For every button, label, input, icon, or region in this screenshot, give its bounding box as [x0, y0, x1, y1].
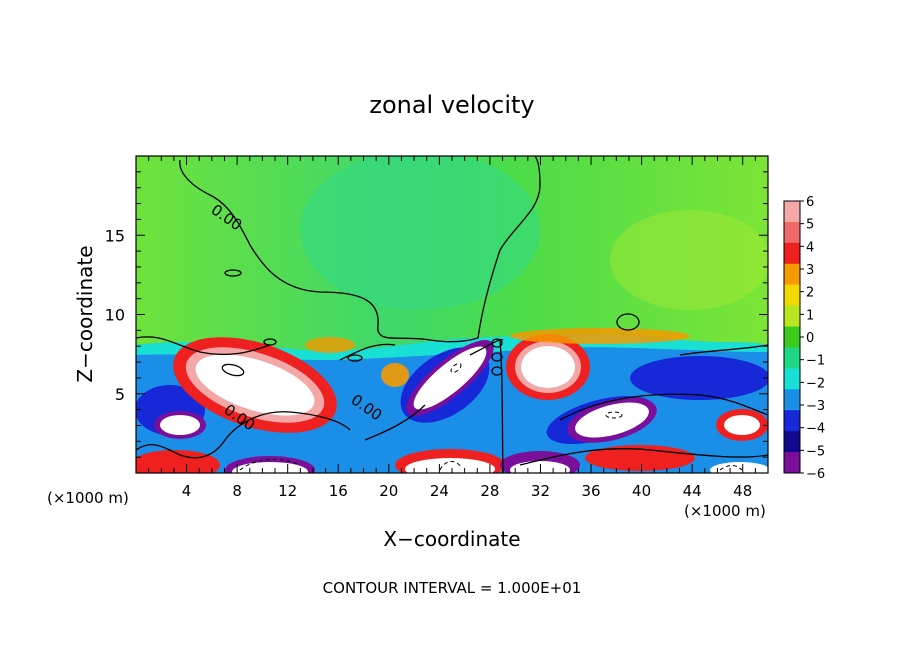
upper-weak-positive [610, 210, 768, 310]
x-tick-label: 24 [430, 482, 449, 500]
colorbar-swatch [784, 431, 800, 453]
x-axis-ticks: 4 8 12 16 20 24 28 32 36 40 44 48 [148, 156, 756, 500]
colorbar-swatch [784, 242, 800, 265]
x-tick-label: 28 [480, 482, 499, 500]
colorbar-label: 4 [806, 240, 814, 255]
colorbar-swatch [784, 201, 800, 223]
x-tick-label: 4 [182, 482, 192, 500]
y-tick-label: 5 [115, 385, 125, 404]
neg-patch-right [630, 356, 768, 400]
x-unit-note-left: (×1000 m) [47, 489, 129, 507]
x-unit-note-right: (×1000 m) [684, 502, 766, 520]
x-tick-label: 12 [278, 482, 297, 500]
neg-core-right [575, 402, 649, 438]
colorbar: 6 5 4 3 2 1 0 −1 −2 −3 −4 −5 −6 [783, 195, 825, 482]
x-tick-label: 36 [581, 482, 600, 500]
y-axis-ticks: 5 10 15 [105, 171, 768, 458]
colorbar-label: −6 [806, 467, 825, 482]
x-tick-label: 20 [379, 482, 398, 500]
heatmap-field: 0.00 0.00 0.00 [136, 156, 768, 473]
colorbar-swatch [784, 305, 800, 328]
colorbar-swatch [784, 326, 800, 348]
y-axis-label: Z−coordinate [73, 245, 97, 382]
pos-accent-band [510, 328, 690, 344]
colorbar-label: −2 [806, 376, 825, 391]
colorbar-label: −5 [806, 444, 825, 459]
contour-interval-note: CONTOUR INTERVAL = 1.000E+01 [323, 579, 582, 597]
colorbar-label: 1 [806, 308, 814, 323]
colorbar-swatch [784, 263, 800, 286]
negative-contours [239, 363, 743, 471]
colorbar-label: 2 [806, 286, 814, 301]
y-tick-label: 10 [105, 306, 125, 325]
x-tick-label: 16 [329, 482, 348, 500]
colorbar-label: −3 [806, 399, 825, 414]
colorbar-label: −4 [806, 422, 825, 437]
colorbar-label: 0 [806, 331, 814, 346]
colorbar-label: 5 [806, 218, 814, 233]
colorbar-swatch [784, 410, 800, 432]
x-tick-label: 8 [232, 482, 242, 500]
upper-weak-negative [300, 156, 540, 310]
colorbar-swatch [784, 368, 800, 390]
colorbar-swatch [784, 389, 800, 411]
x-tick-label: 40 [632, 482, 651, 500]
colorbar-swatch [784, 284, 800, 307]
colorbar-label: 6 [806, 195, 814, 210]
contour-lines [136, 156, 768, 473]
colorbar-swatch [784, 347, 800, 369]
x-tick-label: 32 [531, 482, 550, 500]
colorbar-swatch [784, 221, 800, 244]
x-tick-label: 48 [733, 482, 752, 500]
colorbar-swatch [784, 452, 800, 474]
neg-core-mid [413, 346, 487, 410]
chart-title: zonal velocity [369, 91, 534, 119]
neg-core-left [160, 415, 200, 435]
colorbar-label: 3 [806, 263, 814, 278]
y-tick-label: 15 [105, 226, 125, 245]
x-tick-label: 44 [683, 482, 702, 500]
colorbar-label: −1 [806, 354, 825, 369]
x-axis-label: X−coordinate [383, 527, 520, 551]
